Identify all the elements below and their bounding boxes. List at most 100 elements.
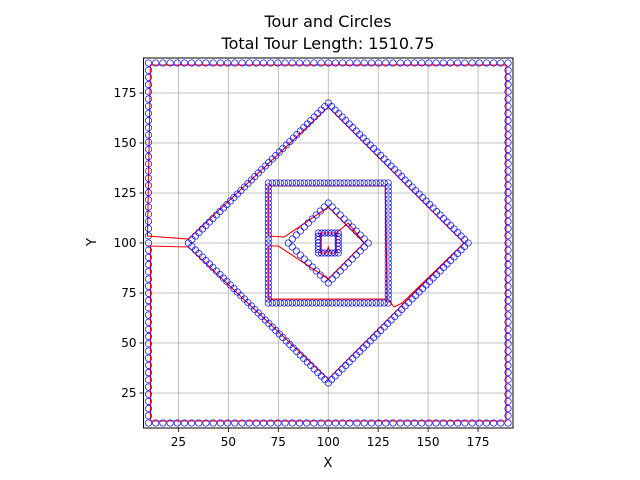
circle-point: [376, 179, 384, 187]
circle-point: [384, 187, 392, 195]
circle-point: [144, 354, 153, 362]
circle-point: [144, 333, 153, 341]
circle-point: [439, 59, 447, 67]
circle-point: [384, 191, 392, 199]
circle-point: [384, 183, 392, 191]
circle-point: [436, 211, 444, 219]
circle-point: [504, 340, 512, 348]
circle-point: [314, 109, 322, 118]
circle-point: [345, 358, 353, 366]
circle-point: [264, 179, 272, 187]
circle-point: [396, 419, 404, 427]
circle-point: [457, 232, 465, 240]
circle-point: [375, 419, 383, 427]
circle-point: [281, 419, 289, 427]
circle-point: [264, 231, 272, 239]
circle-point: [324, 299, 332, 307]
circle-point: [312, 179, 320, 187]
circle-point: [335, 109, 343, 118]
circle-point: [231, 59, 239, 67]
circle-point: [504, 232, 512, 240]
circle-point: [144, 210, 153, 218]
circle-point: [144, 239, 153, 247]
circle-point: [418, 59, 426, 67]
circle-point: [144, 405, 153, 413]
circle-point: [264, 251, 272, 259]
circle-point: [387, 316, 395, 324]
circle-point: [310, 59, 318, 67]
circle-point: [144, 117, 153, 125]
circle-point: [310, 113, 318, 121]
circle-point: [188, 419, 196, 427]
circle-point: [405, 298, 413, 307]
circle-point: [384, 287, 392, 295]
circle-point: [317, 59, 325, 67]
circle-point: [440, 263, 448, 272]
circle-point: [264, 215, 272, 223]
y-tick-label: 150: [114, 136, 137, 150]
circle-point: [419, 193, 427, 202]
circle-point: [288, 243, 296, 251]
circle-point: [461, 419, 469, 427]
circle-point: [144, 268, 153, 276]
circle-point: [195, 59, 203, 67]
circle-point: [264, 239, 272, 247]
circle-point: [296, 179, 304, 187]
circle-point: [252, 419, 260, 427]
circle-point: [144, 397, 153, 405]
circle-point: [166, 419, 174, 427]
circle-point: [384, 207, 392, 215]
circle-point: [320, 275, 328, 283]
circle-point: [144, 160, 153, 168]
circle-point: [504, 153, 512, 161]
circle-point: [359, 344, 367, 352]
circle-point: [224, 59, 232, 67]
circle-point: [224, 419, 232, 427]
circle-point: [144, 95, 153, 103]
circle-point: [356, 179, 364, 187]
circle-point: [316, 179, 324, 187]
circle-point: [233, 288, 241, 296]
circle-point: [268, 299, 276, 307]
circle-point: [195, 419, 203, 427]
circle-point: [238, 59, 246, 67]
circle-point: [443, 260, 451, 268]
circle-point: [504, 138, 512, 146]
circle-point: [408, 183, 416, 191]
circle-point: [394, 169, 402, 177]
circle-point: [382, 419, 390, 427]
circle-point: [360, 235, 368, 243]
circle-point: [415, 190, 423, 198]
circle-point: [303, 419, 311, 427]
circle-point: [504, 261, 512, 269]
circle-point: [384, 259, 392, 267]
circle-point: [275, 148, 283, 156]
tour-core-path: [319, 232, 337, 254]
circle-point: [384, 279, 392, 287]
circle-point: [288, 179, 296, 187]
circle-point: [346, 59, 354, 67]
circle-point: [349, 354, 357, 363]
circle-point: [380, 299, 388, 307]
circle-point: [352, 351, 360, 359]
circle-point: [264, 199, 272, 207]
circle-point: [332, 299, 340, 307]
circle-point: [144, 153, 153, 161]
circle-point: [324, 279, 332, 287]
circle-point: [264, 259, 272, 267]
circle-point: [173, 419, 181, 427]
circle-point: [144, 59, 153, 67]
circle-point: [304, 219, 312, 227]
circle-point: [280, 179, 288, 187]
circle-point: [384, 263, 392, 271]
circle-point: [264, 211, 272, 219]
circle-point: [504, 189, 512, 197]
circle-point: [373, 330, 381, 338]
circle-point: [345, 120, 353, 128]
circle-point: [264, 287, 272, 295]
circle-point: [348, 255, 356, 263]
circle-point: [468, 59, 476, 67]
circle-point: [144, 419, 153, 427]
y-tick-label: 175: [114, 86, 137, 100]
circle-point: [384, 267, 392, 275]
